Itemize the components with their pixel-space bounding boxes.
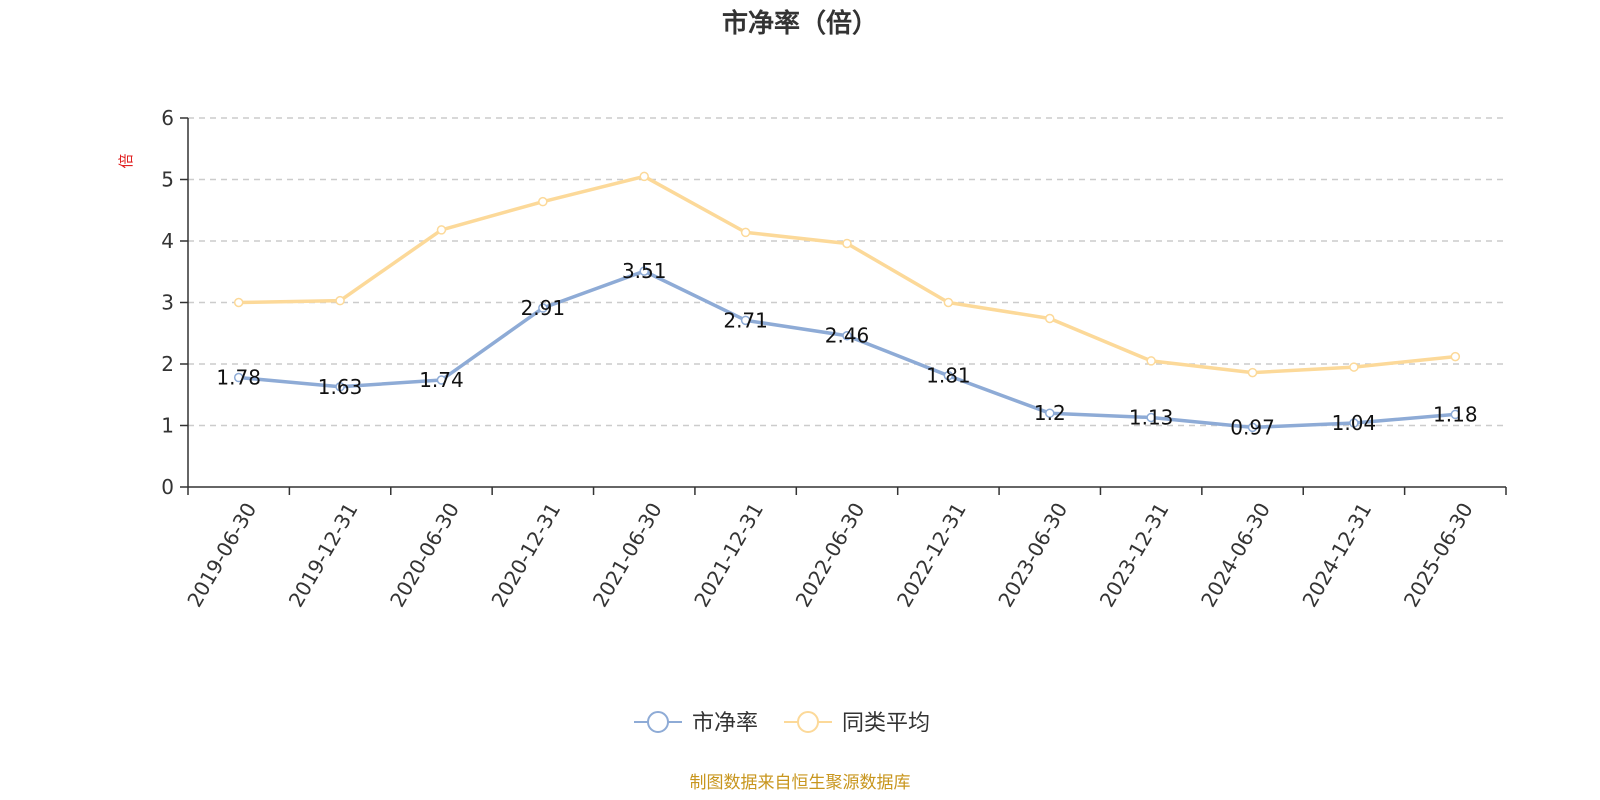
data-label: 1.74 — [419, 368, 464, 392]
data-point[interactable] — [639, 266, 649, 276]
data-point[interactable] — [538, 303, 548, 313]
x-tick-label: 2019-06-30 — [182, 499, 261, 612]
data-point[interactable] — [1349, 362, 1359, 372]
data-source-note: 制图数据来自恒生聚源数据库 — [690, 773, 911, 793]
chart-title: 市净率（倍） — [722, 8, 878, 39]
series-layer — [233, 171, 1461, 433]
y-tick-label: 6 — [161, 106, 174, 130]
data-label: 2.91 — [521, 296, 566, 320]
data-point[interactable] — [740, 315, 751, 326]
data-label: 1.13 — [1129, 406, 1174, 430]
data-point[interactable] — [842, 330, 852, 341]
data-point[interactable] — [943, 297, 954, 308]
x-tick-label: 2025-06-30 — [1399, 499, 1478, 612]
x-tick-label: 2021-12-31 — [689, 499, 768, 612]
series-peer-average — [233, 171, 1461, 378]
data-label: 1.81 — [926, 364, 971, 388]
legend-label: 同类平均 — [842, 711, 930, 736]
data-label: 1.2 — [1034, 401, 1066, 425]
y-tick-label: 1 — [161, 414, 174, 438]
data-point[interactable] — [1450, 409, 1461, 420]
legend-label: 市净率 — [692, 711, 758, 736]
x-tick-label: 2020-06-30 — [385, 499, 464, 612]
legend[interactable]: 市净率 同类平均 — [634, 711, 930, 736]
x-tick-label: 2021-06-30 — [588, 499, 667, 612]
data-point[interactable] — [335, 382, 345, 392]
y-tick-label: 3 — [161, 291, 174, 315]
data-point[interactable] — [1146, 356, 1156, 366]
data-label: 1.04 — [1332, 411, 1377, 435]
data-label: 1.78 — [216, 366, 261, 390]
data-point[interactable] — [538, 196, 548, 207]
data-point[interactable] — [1450, 351, 1461, 362]
x-tick-label: 2022-06-30 — [791, 499, 870, 612]
grid-lines — [188, 117, 1506, 427]
y-tick-label: 2 — [161, 352, 174, 376]
y-tick-label: 5 — [161, 168, 174, 192]
data-label: 2.46 — [825, 324, 870, 348]
data-point[interactable] — [335, 295, 345, 306]
series-pb-ratio — [233, 266, 1461, 433]
data-label: 2.71 — [723, 308, 768, 332]
data-point[interactable] — [943, 370, 954, 381]
x-tick-label: 2022-12-31 — [892, 499, 971, 612]
x-tick-label: 2023-06-30 — [993, 499, 1072, 612]
y-axis-unit-label: 倍 — [117, 153, 135, 168]
x-tick-label: 2024-12-31 — [1297, 499, 1376, 612]
data-point[interactable] — [436, 375, 447, 385]
data-point[interactable] — [233, 372, 244, 383]
data-point[interactable] — [1247, 422, 1258, 433]
data-point[interactable] — [842, 238, 852, 249]
x-tick-label: 2019-12-31 — [284, 499, 363, 612]
data-point[interactable] — [1349, 418, 1359, 428]
data-label: 1.18 — [1433, 402, 1478, 426]
axes — [187, 118, 1506, 488]
y-tick-label: 0 — [161, 475, 174, 499]
x-tick-label: 2024-06-30 — [1196, 499, 1275, 612]
data-point[interactable] — [1146, 412, 1156, 423]
data-point[interactable] — [1045, 408, 1055, 418]
legend-item[interactable]: 市净率 — [634, 711, 758, 736]
data-point[interactable] — [1045, 313, 1055, 324]
data-point[interactable] — [740, 227, 751, 238]
data-point[interactable] — [436, 225, 447, 235]
data-point[interactable] — [233, 297, 244, 308]
data-label: 3.51 — [622, 259, 667, 283]
x-tick-label: 2023-12-31 — [1095, 499, 1174, 612]
data-point[interactable] — [1247, 367, 1258, 378]
y-axis-ticks: 0 1 2 3 4 5 6 — [161, 106, 188, 499]
data-label: 1.63 — [318, 375, 363, 399]
data-point[interactable] — [639, 171, 649, 182]
x-axis-ticks: 2019-06-30 2019-12-31 2020-06-30 2020-12-31… — [182, 487, 1507, 612]
data-labels: 1.78 1.63 1.74 2.91 3.51 2.71 2.46 1.81 1.2 1.13 0… — [216, 259, 1477, 439]
x-tick-label: 2020-12-31 — [486, 499, 565, 612]
legend-item[interactable]: 同类平均 — [784, 711, 930, 736]
data-label: 0.97 — [1230, 415, 1275, 439]
series-line — [238, 269, 1456, 430]
legend-marker — [647, 711, 669, 733]
y-tick-label: 4 — [161, 229, 174, 253]
legend-marker — [797, 711, 819, 733]
